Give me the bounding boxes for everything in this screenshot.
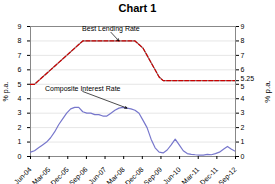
svg-text:3: 3 [18,109,22,116]
svg-text:Sep-06: Sep-06 [68,166,90,184]
svg-text:Composite Interest Rate: Composite Interest Rate [45,85,121,93]
svg-text:9: 9 [18,23,22,30]
svg-text:5: 5 [241,83,245,90]
svg-text:Best Lending Rate: Best Lending Rate [82,25,140,33]
svg-text:9: 9 [241,23,245,30]
svg-text:7: 7 [18,52,22,59]
svg-text:0: 0 [18,153,22,160]
svg-text:% p.a.: % p.a. [2,82,10,102]
svg-text:2: 2 [18,124,22,131]
svg-text:5.25: 5.25 [241,75,255,82]
svg-text:Jun-10: Jun-10 [162,166,182,184]
svg-text:7: 7 [241,52,245,59]
html-text:Chart 1: Chart 1 [118,2,157,14]
svg-text:% p.a.: % p.a. [263,80,272,103]
svg-text:6: 6 [18,66,22,73]
svg-text:4: 4 [241,95,245,102]
svg-text:1: 1 [18,138,22,145]
svg-text:8: 8 [18,37,22,44]
svg-text:8: 8 [241,37,245,44]
svg-text:Sep-09: Sep-09 [142,166,164,184]
svg-text:4: 4 [18,95,22,102]
svg-text:5: 5 [18,81,22,88]
svg-text:Sep-12: Sep-12 [217,166,239,184]
svg-text:3: 3 [241,109,245,116]
svg-text:6: 6 [241,66,245,73]
svg-text:0: 0 [241,153,245,160]
svg-text:1: 1 [241,138,245,145]
svg-text:2: 2 [241,124,245,131]
